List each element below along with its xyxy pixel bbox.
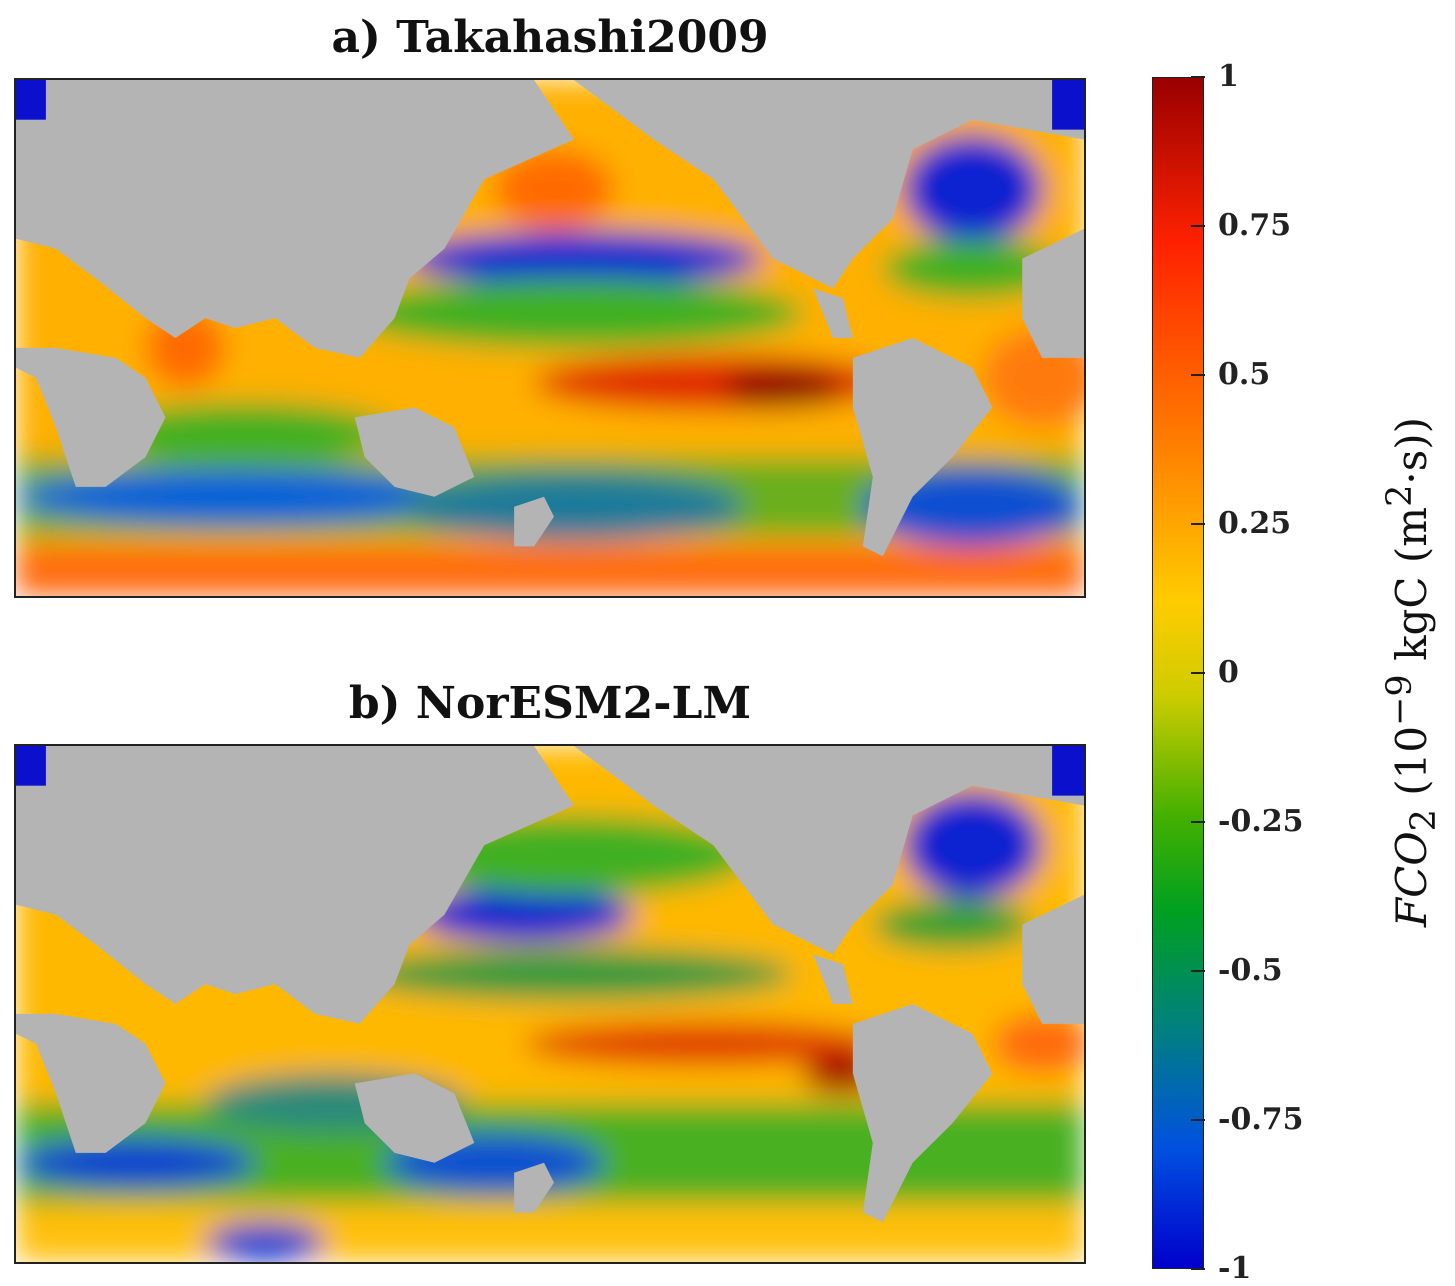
colorbar-tick-label: -0.5	[1218, 953, 1283, 988]
colorbar-tick	[1191, 225, 1205, 227]
colorbar-label-unit: kgC (m	[1386, 506, 1436, 675]
colorbar-label-sup2: 2	[1379, 484, 1420, 507]
colorbar-tick	[1191, 1119, 1205, 1121]
colorbar-tick	[1191, 374, 1205, 376]
colorbar-label-sub: 2	[1404, 809, 1445, 832]
colorbar-tick-label: 0.25	[1218, 506, 1292, 541]
panel-a-land	[16, 80, 1084, 557]
colorbar-tick	[1191, 672, 1205, 674]
panel-b-map-svg	[16, 746, 1084, 1262]
panel-a-map	[14, 78, 1086, 598]
panel-a-map-svg	[16, 80, 1084, 596]
panel-a-title: a) Takahashi2009	[331, 12, 769, 63]
colorbar-tick-label: 1	[1218, 59, 1239, 94]
colorbar-label: FCO2 (10−9 kgC (m2·s))	[1380, 417, 1444, 927]
colorbar-label-main: FCO	[1386, 831, 1436, 928]
panel-a-arctic-patches	[16, 80, 1084, 130]
colorbar-tick	[1191, 1268, 1205, 1270]
colorbar-tick	[1191, 821, 1205, 823]
colorbar-tick-label: 0.75	[1218, 208, 1292, 243]
colorbar-label-rest: (10	[1386, 725, 1436, 810]
colorbar-tick	[1191, 970, 1205, 972]
colorbar-tick	[1191, 523, 1205, 525]
colorbar-tick-label: -0.75	[1218, 1102, 1304, 1137]
colorbar-label-sup: −9	[1379, 674, 1420, 726]
colorbar-label-end: ·s))	[1386, 416, 1436, 485]
panel-b-land	[16, 746, 1084, 1223]
colorbar-tick	[1191, 76, 1205, 78]
colorbar-tick-label: 0.5	[1218, 357, 1271, 392]
panel-b-title: b) NorESM2-LM	[348, 678, 752, 729]
colorbar-tick-label: -1	[1218, 1251, 1252, 1286]
panel-b-map	[14, 744, 1086, 1264]
colorbar-tick-label: -0.25	[1218, 804, 1304, 839]
panel-b-arctic-patches	[16, 746, 1084, 796]
colorbar-tick-label: 0	[1218, 655, 1239, 690]
